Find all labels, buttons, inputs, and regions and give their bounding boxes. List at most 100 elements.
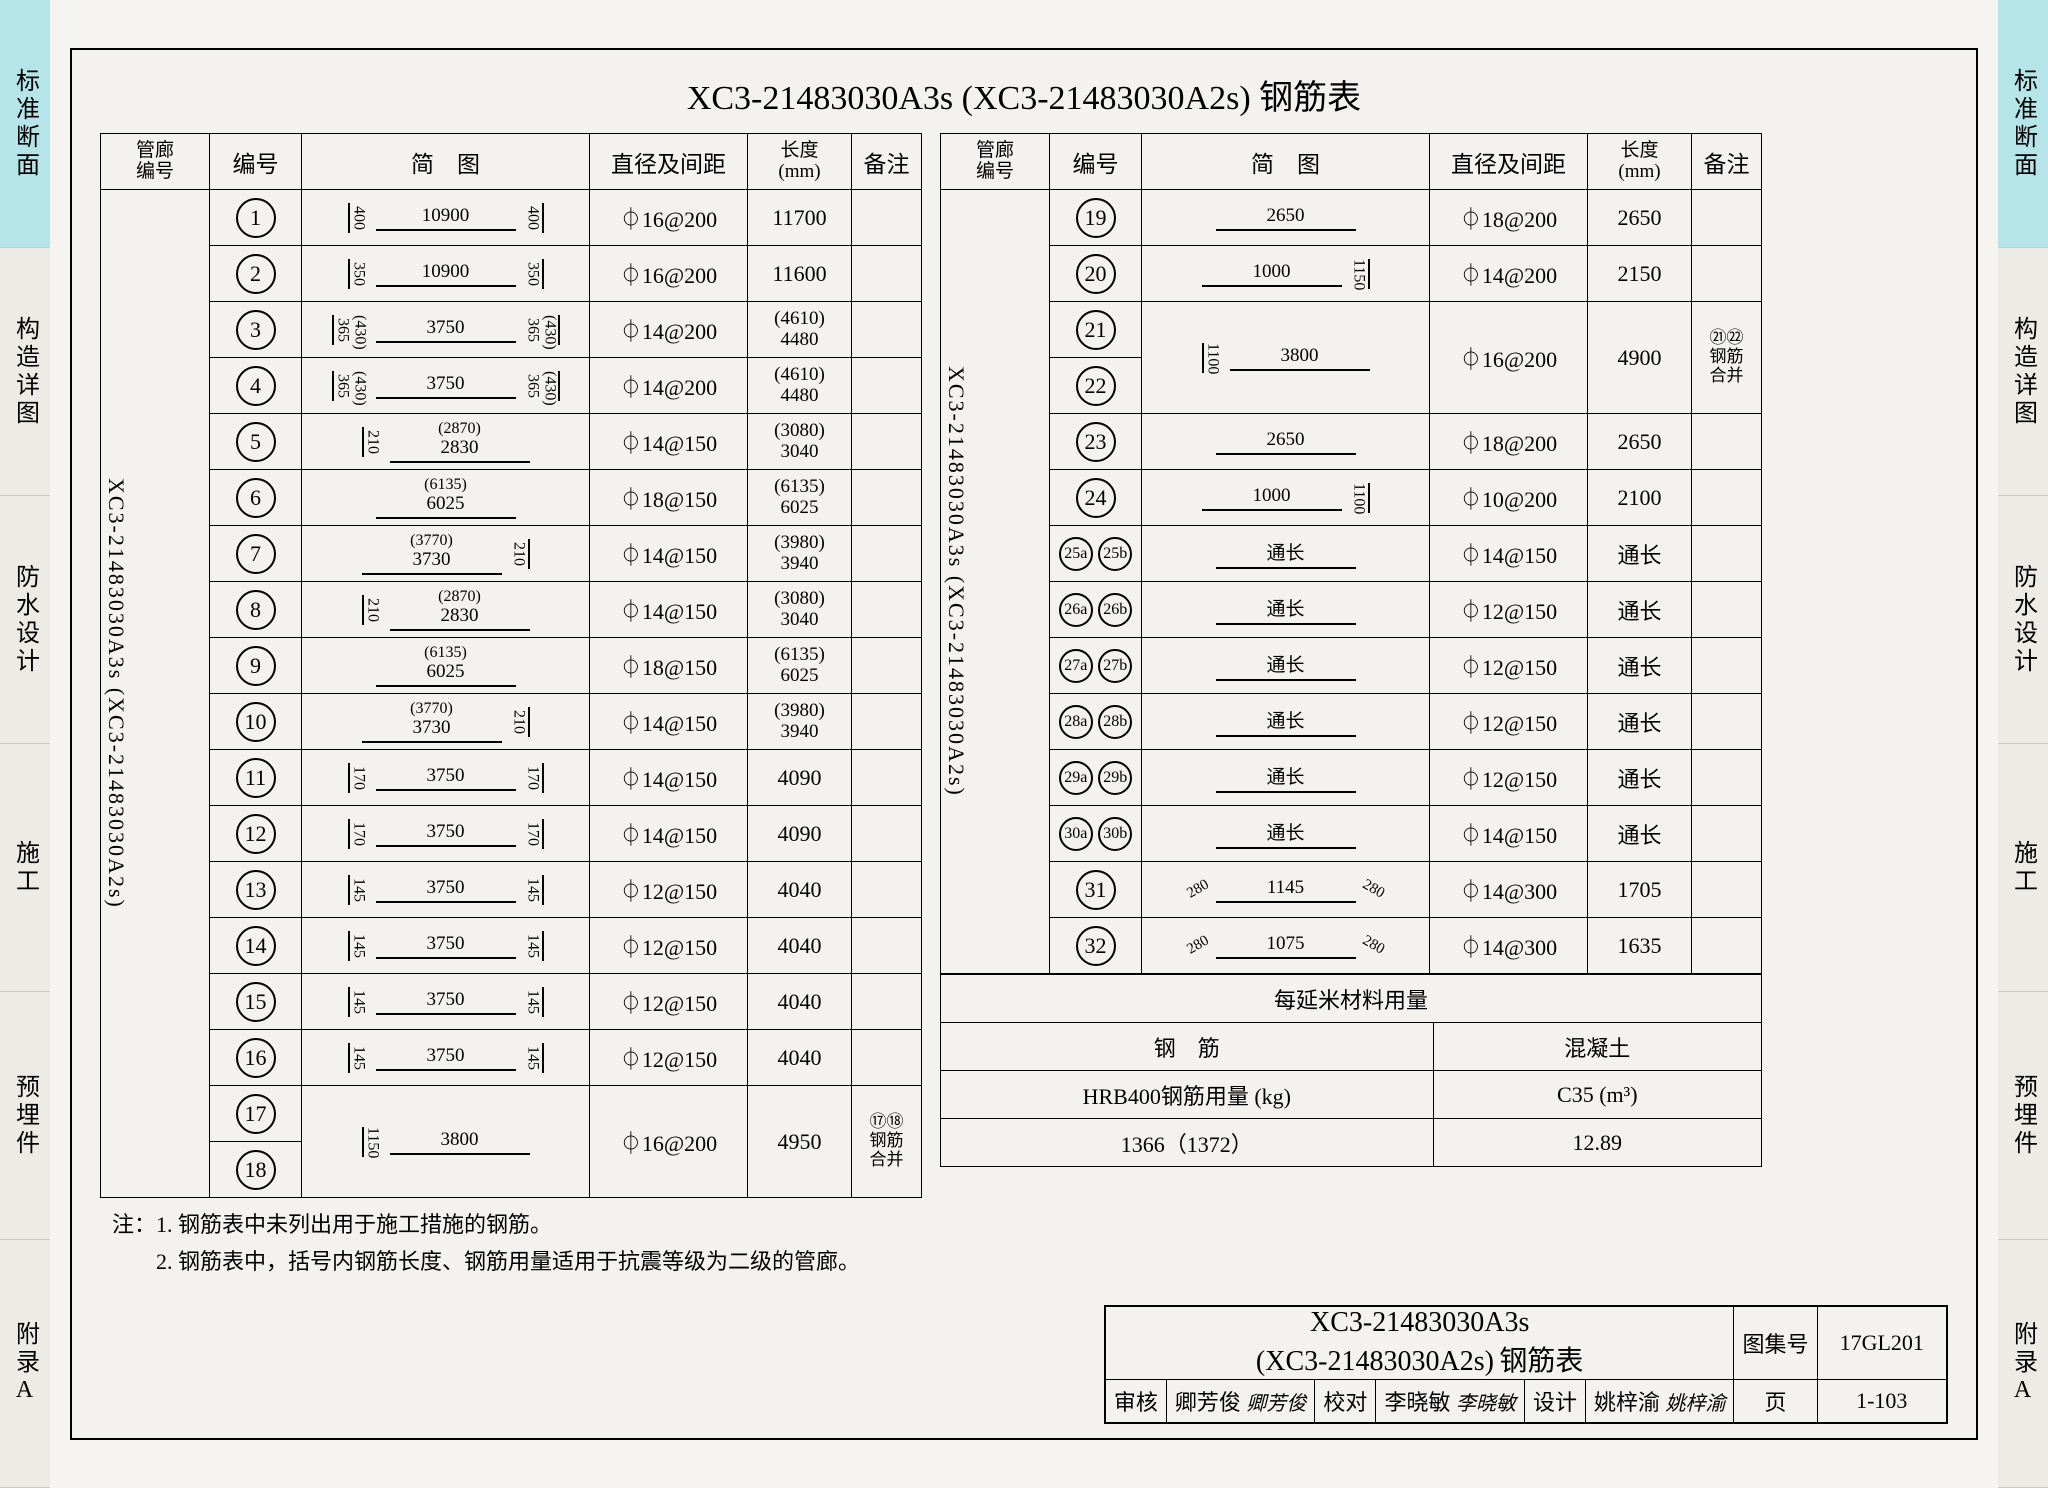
table-row: 2010001150⏀14@2002150 bbox=[941, 246, 1762, 302]
cell-diagram: 40010900400 bbox=[302, 190, 590, 246]
cell-len: (3980)3940 bbox=[748, 694, 852, 750]
cell-len: (3080)3040 bbox=[748, 414, 852, 470]
cell-spec: ⏀14@150 bbox=[590, 806, 748, 862]
cell-num: 14 bbox=[210, 918, 302, 974]
tab[interactable]: 附录A bbox=[0, 1240, 50, 1488]
table-row: 312801145280⏀14@3001705 bbox=[941, 862, 1762, 918]
cell-num: 12 bbox=[210, 806, 302, 862]
cell-spec: ⏀18@150 bbox=[590, 470, 748, 526]
tab[interactable]: 构造详图 bbox=[1998, 248, 2048, 496]
notes: 注：1. 钢筋表中未列出用于施工措施的钢筋。 注：2. 钢筋表中，括号内钢筋长度… bbox=[100, 1206, 1948, 1281]
th-spec: 直径及间距 bbox=[1430, 134, 1588, 190]
table-row: 21 11003800⏀16@200 4900㉑㉒钢筋合并 bbox=[941, 302, 1762, 358]
sheet-title: XC3-21483030A3s (XC3-21483030A2s) 钢筋表 bbox=[100, 70, 1948, 119]
table-row: 28a 28b通长⏀12@150通长 bbox=[941, 694, 1762, 750]
tab[interactable]: 施工 bbox=[0, 744, 50, 992]
cell-spec: ⏀16@200 bbox=[590, 246, 748, 302]
cell-note bbox=[852, 806, 922, 862]
cell-diagram: 1453750145 bbox=[302, 918, 590, 974]
table-row: 151453750145⏀12@1504040 bbox=[101, 974, 922, 1030]
tab[interactable]: 附录A bbox=[1998, 1240, 2048, 1488]
cell-len: (4610)4480 bbox=[748, 358, 852, 414]
th-corridor: 管廊编号 bbox=[941, 134, 1050, 190]
tab[interactable]: 标准断面 bbox=[0, 0, 50, 248]
cell-note bbox=[852, 190, 922, 246]
cell-num: 7 bbox=[210, 526, 302, 582]
table-row: 4(430)3653750(430)365⏀14@200(4610)4480 bbox=[101, 358, 922, 414]
cell-len: (6135)6025 bbox=[748, 638, 852, 694]
cell-len: 4040 bbox=[748, 862, 852, 918]
table-row: 26a 26b通长⏀12@150通长 bbox=[941, 582, 1762, 638]
tab[interactable]: 防水设计 bbox=[1998, 496, 2048, 744]
tab[interactable]: 预埋件 bbox=[1998, 992, 2048, 1240]
table-row: 10(3770)3730210⏀14@150(3980)3940 bbox=[101, 694, 922, 750]
drawing-sheet: XC3-21483030A3s (XC3-21483030A2s) 钢筋表 管廊… bbox=[70, 48, 1978, 1440]
tb-suffix: 钢筋表 bbox=[1499, 1346, 1583, 1377]
cell-diagram: 1703750170 bbox=[302, 806, 590, 862]
cell-num: 6 bbox=[210, 470, 302, 526]
cell-num: 5 bbox=[210, 414, 302, 470]
tab[interactable]: 防水设计 bbox=[0, 496, 50, 744]
tb-atlas-v: 17GL201 bbox=[1817, 1306, 1947, 1380]
tab[interactable]: 构造详图 bbox=[0, 248, 50, 496]
mat-title: 每延米材料用量 bbox=[941, 975, 1762, 1023]
table-row: 232650⏀18@2002650 bbox=[941, 414, 1762, 470]
right-tabs: 标准断面 构造详图 防水设计 施工 预埋件 附录A bbox=[1998, 0, 2048, 1488]
tb-main1: XC3-21483030A3s bbox=[1310, 1307, 1529, 1338]
cell-num: 10 bbox=[210, 694, 302, 750]
cell-diagram: 210(2870)2830 bbox=[302, 582, 590, 638]
left-tabs: 标准断面 构造详图 防水设计 施工 预埋件 附录A bbox=[0, 0, 50, 1488]
tb-review-n: 卿芳俊 卿芳俊 bbox=[1166, 1379, 1315, 1423]
table-row: 8210(2870)2830⏀14@150(3080)3040 bbox=[101, 582, 922, 638]
cell-num: 4 bbox=[210, 358, 302, 414]
cell-spec: ⏀18@150 bbox=[590, 638, 748, 694]
tb-review-l: 审核 bbox=[1105, 1379, 1167, 1423]
cell-spec: ⏀14@150 bbox=[590, 694, 748, 750]
th-num: 编号 bbox=[1050, 134, 1142, 190]
table-row: 322801075280⏀14@3001635 bbox=[941, 918, 1762, 974]
cell-note bbox=[852, 414, 922, 470]
cell-diagram: 1453750145 bbox=[302, 1030, 590, 1086]
cell-note bbox=[852, 1030, 922, 1086]
th-len: 长度(mm) bbox=[748, 134, 852, 190]
table-row: 17 11503800 ⏀16@200 4950 ⑰⑱钢筋合并 bbox=[101, 1086, 922, 1142]
rebar-table-left: 管廊编号 编号 简 图 直径及间距 长度(mm) 备注 XC3-21483030… bbox=[100, 133, 922, 1198]
cell-spec: ⏀14@150 bbox=[590, 582, 748, 638]
cell-num: 1 bbox=[210, 190, 302, 246]
cell-num: 11 bbox=[210, 750, 302, 806]
table-row: 131453750145⏀12@1504040 bbox=[101, 862, 922, 918]
cell-len: (4610)4480 bbox=[748, 302, 852, 358]
tab[interactable]: 施工 bbox=[1998, 744, 2048, 992]
table-row: 111703750170⏀14@1504090 bbox=[101, 750, 922, 806]
cell-diagram: (3770)3730210 bbox=[302, 526, 590, 582]
table-row: 3(430)3653750(430)365⏀14@200(4610)4480 bbox=[101, 302, 922, 358]
th-corridor: 管廊编号 bbox=[101, 134, 210, 190]
cell-diagram: 1703750170 bbox=[302, 750, 590, 806]
th-note: 备注 bbox=[1692, 134, 1762, 190]
cell-num: 13 bbox=[210, 862, 302, 918]
tb-design-n: 姚梓渝 姚梓渝 bbox=[1585, 1379, 1734, 1423]
table-row: 9(6135)6025⏀18@150(6135)6025 bbox=[101, 638, 922, 694]
mat-concrete: 混凝土 bbox=[1433, 1023, 1761, 1071]
cell-note bbox=[852, 750, 922, 806]
table-row: 2410001100⏀10@2002100 bbox=[941, 470, 1762, 526]
tb-page-l: 页 bbox=[1734, 1379, 1817, 1423]
cell-spec: ⏀12@150 bbox=[590, 974, 748, 1030]
cell-len: 11700 bbox=[748, 190, 852, 246]
cell-diagram: (6135)6025 bbox=[302, 638, 590, 694]
cell-diagram: 1453750145 bbox=[302, 862, 590, 918]
table-row: 161453750145⏀12@1504040 bbox=[101, 1030, 922, 1086]
tb-page-v: 1-103 bbox=[1817, 1379, 1947, 1423]
cell-diagram: 35010900350 bbox=[302, 246, 590, 302]
mat-steel-val: 1366（1372） bbox=[941, 1119, 1434, 1167]
table-row: 30a 30b通长⏀14@150通长 bbox=[941, 806, 1762, 862]
tab[interactable]: 预埋件 bbox=[0, 992, 50, 1240]
table-row: 6(6135)6025⏀18@150(6135)6025 bbox=[101, 470, 922, 526]
cell-spec: ⏀14@150 bbox=[590, 750, 748, 806]
tab[interactable]: 标准断面 bbox=[1998, 0, 2048, 248]
rebar-table-right: 管廊编号 编号 简 图 直径及间距 长度(mm) 备注 XC3-21483030… bbox=[940, 133, 1762, 974]
cell-spec: ⏀14@200 bbox=[590, 302, 748, 358]
cell-diagram: 1453750145 bbox=[302, 974, 590, 1030]
cell-note bbox=[852, 246, 922, 302]
table-row: 141453750145⏀12@1504040 bbox=[101, 918, 922, 974]
